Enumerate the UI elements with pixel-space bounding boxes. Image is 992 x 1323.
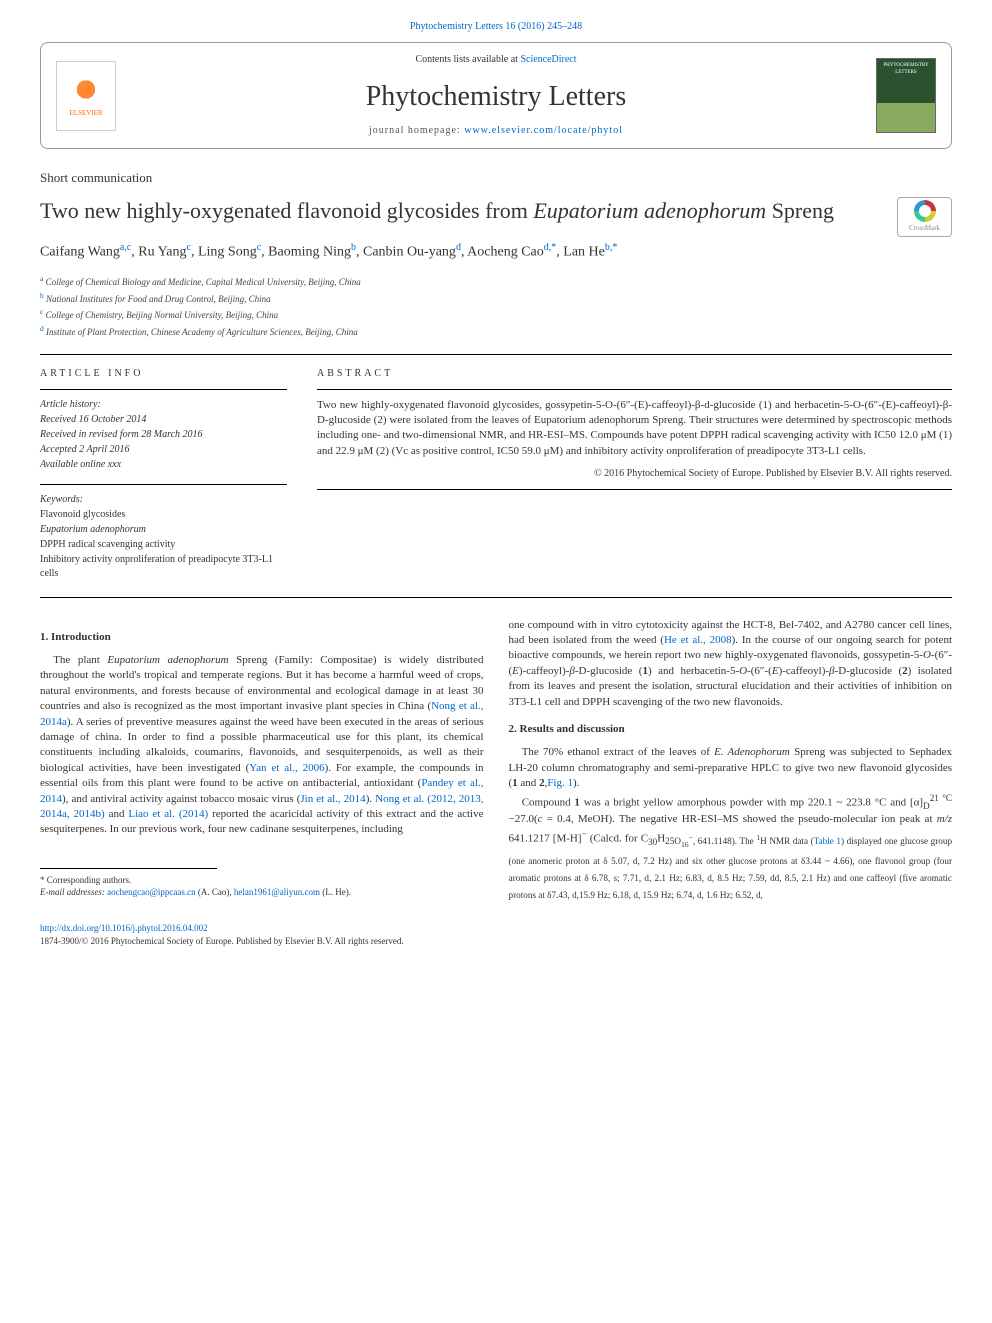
abstract-column: ABSTRACT Two new highly-oxygenated flavo… (317, 367, 952, 582)
keyword: DPPH radical scavenging activity (40, 538, 287, 552)
keywords-block: Keywords: Flavonoid glycosidesEupatorium… (40, 493, 287, 581)
abstract-text: Two new highly-oxygenated flavonoid glyc… (317, 398, 952, 460)
affiliation: a College of Chemical Biology and Medici… (40, 274, 952, 289)
section-1-heading: 1. Introduction (40, 630, 484, 645)
sciencedirect-link[interactable]: ScienceDirect (520, 54, 576, 65)
journal-reference: Phytochemistry Letters 16 (2016) 245–248 (40, 20, 952, 34)
article-info-column: ARTICLE INFO Article history: Received 1… (40, 367, 287, 582)
body-text: 1. Introduction The plant Eupatorium ade… (40, 618, 952, 902)
article-history: Article history: Received 16 October 201… (40, 398, 287, 472)
affiliation: c College of Chemistry, Beijing Normal U… (40, 307, 952, 322)
history-item: Available online xxx (40, 458, 287, 472)
divider (40, 354, 952, 355)
email-label: E-mail addresses: (40, 887, 105, 897)
homepage-line: journal homepage: www.elsevier.com/locat… (116, 124, 876, 138)
footnote-separator (40, 868, 217, 869)
title-post: Spreng (766, 198, 834, 223)
corresponding-author-note: * Corresponding authors. (40, 874, 484, 887)
divider (317, 389, 952, 390)
title-species: Eupatorium adenophorum (533, 198, 766, 223)
affiliation: b National Institutes for Food and Drug … (40, 291, 952, 306)
footnotes: * Corresponding authors. E-mail addresse… (40, 874, 484, 899)
section-2-heading: 2. Results and discussion (509, 722, 953, 737)
history-item: Received 16 October 2014 (40, 413, 287, 427)
elsevier-tree-icon (71, 72, 101, 107)
history-item: Received in revised form 28 March 2016 (40, 428, 287, 442)
issn-copyright: 1874-3900/© 2016 Phytochemical Society o… (40, 935, 952, 948)
section-2-paragraph-1: The 70% ethanol extract of the leaves of… (509, 745, 953, 791)
homepage-prefix: journal homepage: (369, 125, 464, 136)
article-title: Two new highly-oxygenated flavonoid glyc… (40, 197, 877, 226)
elsevier-text: ELSEVIER (69, 109, 102, 119)
email-link-1[interactable]: aochengcao@ippcaas.cn (107, 887, 196, 897)
keywords-label: Keywords: (40, 493, 287, 507)
journal-header: ELSEVIER Contents lists available at Sci… (40, 42, 952, 149)
crossmark-badge[interactable]: CrossMark (897, 197, 952, 237)
email-addresses: E-mail addresses: aochengcao@ippcaas.cn … (40, 886, 484, 899)
abstract-copyright: © 2016 Phytochemical Society of Europe. … (317, 467, 952, 481)
section-2-paragraph-2: Compound 1 was a bright yellow amorphous… (509, 792, 953, 902)
article-type: Short communication (40, 169, 952, 187)
affiliations: a College of Chemical Biology and Medici… (40, 274, 952, 338)
keyword: Eupatorium adenophorum (40, 523, 287, 537)
section-1-paragraph-1: The plant Eupatorium adenophorum Spreng … (40, 653, 484, 838)
divider (317, 489, 952, 490)
abstract-header: ABSTRACT (317, 367, 952, 381)
article-info-header: ARTICLE INFO (40, 367, 287, 381)
history-label: Article history: (40, 398, 287, 412)
header-center: Contents lists available at ScienceDirec… (116, 53, 876, 138)
affiliation: d Institute of Plant Protection, Chinese… (40, 324, 952, 339)
authors-list: Caifang Wanga,c, Ru Yangc, Ling Songc, B… (40, 241, 952, 262)
section-1-paragraph-2: one compound with in vitro cytotoxicity … (509, 618, 953, 710)
divider (40, 389, 287, 390)
crossmark-label: CrossMark (909, 224, 940, 234)
contents-prefix: Contents lists available at (415, 54, 520, 65)
keyword: Inhibitory activity onproliferation of p… (40, 553, 287, 581)
homepage-link[interactable]: www.elsevier.com/locate/phytol (464, 125, 623, 136)
divider (40, 484, 287, 485)
journal-title: Phytochemistry Letters (116, 77, 876, 116)
keyword: Flavonoid glycosides (40, 508, 287, 522)
doi-link[interactable]: http://dx.doi.org/10.1016/j.phytol.2016.… (40, 923, 208, 933)
email-who-2: (L. He). (320, 887, 351, 897)
history-item: Accepted 2 April 2016 (40, 443, 287, 457)
divider (40, 597, 952, 598)
title-pre: Two new highly-oxygenated flavonoid glyc… (40, 198, 533, 223)
email-link-2[interactable]: helan1961@aliyun.com (234, 887, 320, 897)
crossmark-icon (914, 200, 936, 222)
contents-line: Contents lists available at ScienceDirec… (116, 53, 876, 67)
elsevier-logo: ELSEVIER (56, 61, 116, 131)
page-footer: http://dx.doi.org/10.1016/j.phytol.2016.… (40, 922, 952, 947)
email-who-1: (A. Cao), (196, 887, 234, 897)
journal-cover-thumbnail: PHYTOCHEMISTRY LETTERS (876, 58, 936, 133)
